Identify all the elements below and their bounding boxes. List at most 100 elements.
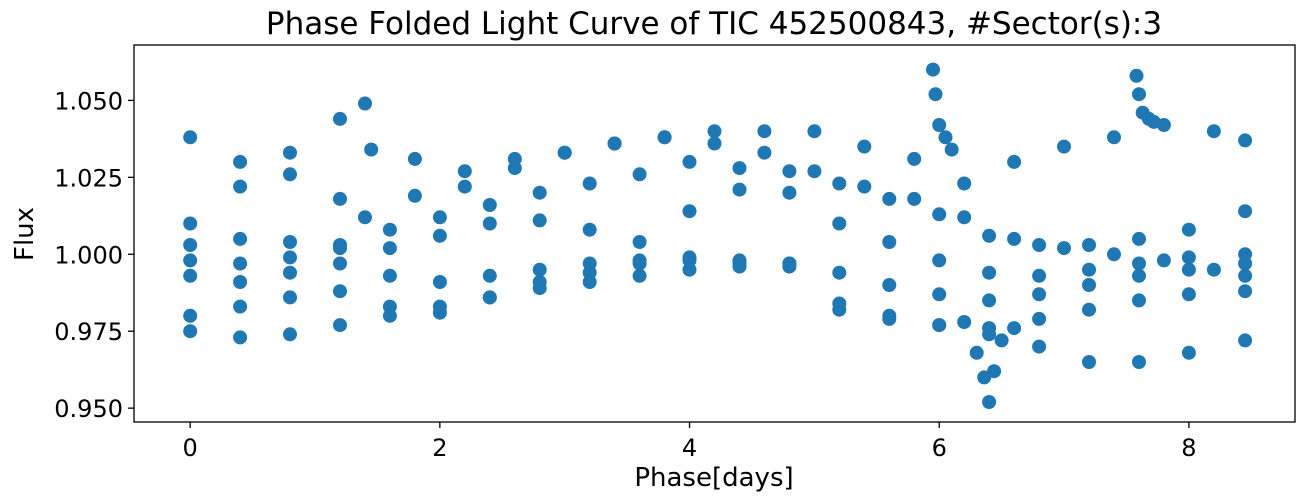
data-point xyxy=(333,256,347,271)
data-point xyxy=(1132,87,1146,102)
series-2 xyxy=(183,164,1253,256)
data-point xyxy=(1032,287,1047,302)
data-point xyxy=(857,139,872,154)
x-tick-label: 0 xyxy=(183,434,198,462)
data-point xyxy=(1107,130,1121,145)
data-point xyxy=(333,318,347,333)
series-4 xyxy=(183,250,1253,308)
data-point xyxy=(432,228,447,243)
data-point xyxy=(632,268,647,283)
data-point xyxy=(382,268,397,283)
data-point xyxy=(382,308,397,323)
data-point xyxy=(333,111,347,126)
data-point xyxy=(832,302,847,317)
data-point xyxy=(233,299,248,314)
data-point xyxy=(333,241,347,256)
data-point xyxy=(994,333,1009,348)
data-point xyxy=(957,315,972,329)
data-point xyxy=(482,290,497,305)
data-point xyxy=(732,161,747,176)
data-point xyxy=(632,235,647,249)
x-axis-label: Phase[days] xyxy=(634,463,793,493)
data-point xyxy=(807,124,822,139)
y-tick-label: 0.950 xyxy=(54,395,123,423)
data-point xyxy=(632,256,647,271)
x-tick-label: 2 xyxy=(432,434,447,462)
data-point xyxy=(183,324,198,339)
data-point xyxy=(233,231,248,246)
data-point xyxy=(857,179,872,194)
y-axis-label: Flux xyxy=(10,207,40,261)
series-8 xyxy=(926,62,959,157)
data-point xyxy=(233,179,248,194)
data-point xyxy=(632,167,647,182)
data-point xyxy=(1206,124,1221,139)
data-point xyxy=(407,188,422,203)
data-point xyxy=(407,151,422,166)
data-point xyxy=(457,179,472,194)
series-6 xyxy=(183,256,1253,369)
data-point xyxy=(707,124,722,139)
data-point xyxy=(283,290,297,305)
y-tick-label: 0.975 xyxy=(54,318,123,346)
data-point xyxy=(283,250,297,265)
data-point xyxy=(982,395,997,409)
data-point xyxy=(1238,133,1253,148)
data-point xyxy=(1181,262,1196,277)
data-point xyxy=(732,259,747,274)
data-point xyxy=(832,176,847,191)
x-tick-label: 4 xyxy=(682,434,697,462)
series-1 xyxy=(183,96,1253,231)
data-point xyxy=(932,207,947,222)
data-point xyxy=(1007,231,1022,246)
data-point xyxy=(457,164,472,179)
data-point xyxy=(183,253,198,268)
series-0 xyxy=(183,130,1253,283)
data-point xyxy=(183,268,198,283)
data-point xyxy=(782,256,797,271)
data-point xyxy=(1181,287,1196,302)
data-point xyxy=(607,136,622,151)
data-point xyxy=(982,293,997,308)
data-point xyxy=(233,256,248,271)
data-point xyxy=(482,216,497,231)
data-point xyxy=(532,262,547,277)
data-point xyxy=(757,145,772,160)
data-point xyxy=(283,235,297,249)
data-point xyxy=(907,191,922,206)
data-point xyxy=(582,222,597,237)
data-point xyxy=(1057,139,1071,154)
data-point xyxy=(1032,339,1047,354)
data-point xyxy=(782,185,797,200)
plot-area xyxy=(183,62,1253,409)
data-point xyxy=(982,321,997,336)
data-point xyxy=(382,241,397,256)
data-point xyxy=(682,204,697,219)
data-point xyxy=(1057,241,1071,256)
data-point xyxy=(882,191,897,206)
data-point xyxy=(283,167,297,182)
data-point xyxy=(938,130,953,145)
data-point xyxy=(932,318,947,333)
data-point xyxy=(1238,268,1253,283)
data-point xyxy=(882,311,897,326)
data-point xyxy=(432,299,447,314)
data-point xyxy=(957,210,972,225)
y-tick-label: 1.000 xyxy=(54,241,123,269)
data-point xyxy=(382,222,397,237)
data-point xyxy=(657,130,672,145)
data-point xyxy=(183,238,198,252)
series-3 xyxy=(183,154,1253,283)
data-point xyxy=(1032,268,1047,283)
data-point xyxy=(1129,68,1144,83)
data-point xyxy=(183,216,198,231)
data-point xyxy=(882,235,897,249)
data-point xyxy=(1007,321,1022,336)
data-point xyxy=(1007,154,1022,169)
data-point xyxy=(926,62,940,77)
data-point xyxy=(233,275,248,289)
data-point xyxy=(1146,114,1161,129)
data-point xyxy=(358,210,372,225)
data-point xyxy=(1181,222,1196,237)
